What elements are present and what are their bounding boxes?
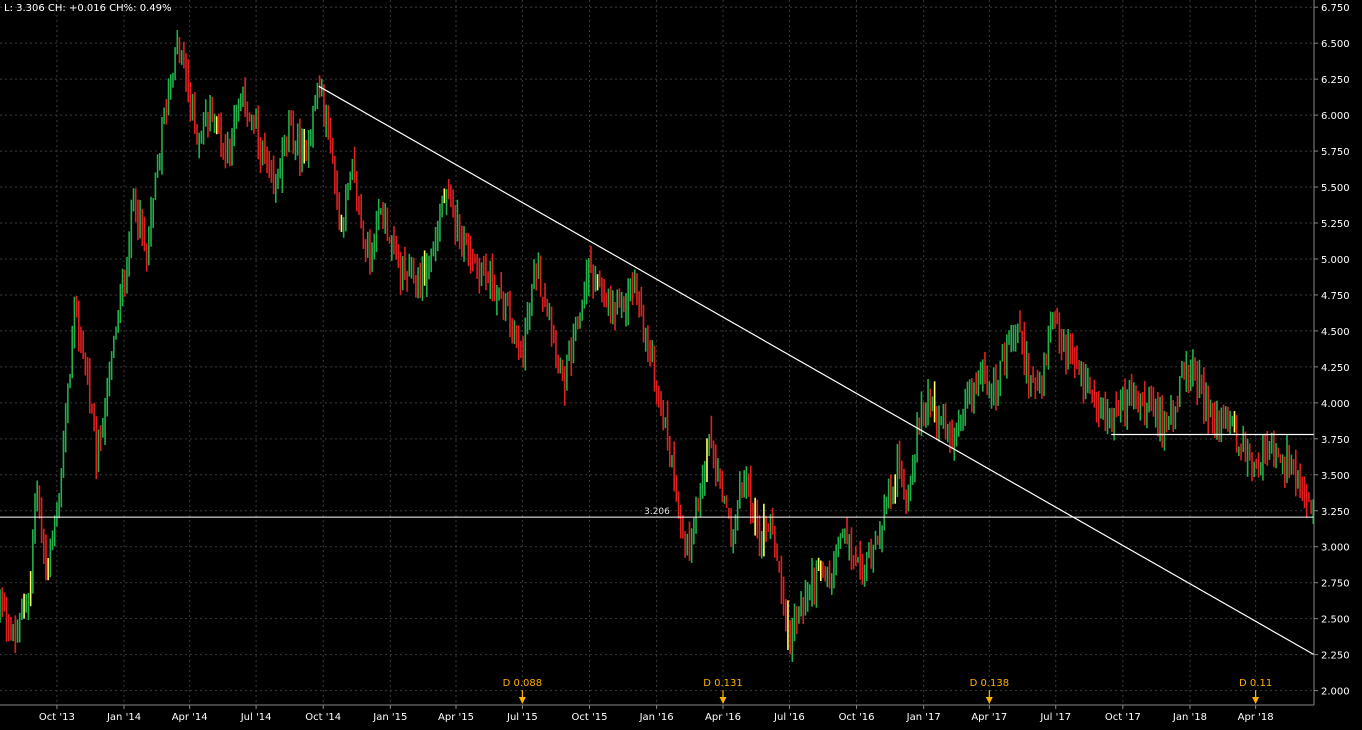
x-tick-label: Apr '16 xyxy=(705,712,741,723)
x-tick-label: Oct '13 xyxy=(39,712,75,723)
dividend-label: D 0.138 xyxy=(970,678,1010,689)
x-tick-label: Jan '17 xyxy=(906,712,941,723)
x-tick-label: Oct '14 xyxy=(305,712,341,723)
x-tick-label: Jan '16 xyxy=(639,712,674,723)
x-tick-label: Jul '14 xyxy=(240,712,272,723)
y-tick-label: 2.000 xyxy=(1321,687,1350,698)
y-tick-label: 4.250 xyxy=(1321,363,1350,374)
dividend-arrow-icon xyxy=(719,697,727,704)
dividend-arrow-icon xyxy=(518,697,526,704)
y-tick-label: 3.750 xyxy=(1321,435,1350,446)
x-tick-label: Jan '15 xyxy=(372,712,407,723)
price-info-readout: L: 3.306 CH: +0.016 CH%: 0.49% xyxy=(4,3,172,14)
y-tick-label: 5.000 xyxy=(1321,255,1350,266)
y-tick-label: 6.750 xyxy=(1321,3,1350,14)
x-tick-label: Jan '18 xyxy=(1172,712,1207,723)
dividend-label: D 0.11 xyxy=(1239,678,1272,689)
y-tick-label: 6.500 xyxy=(1321,39,1350,50)
y-tick-label: 3.250 xyxy=(1321,507,1350,518)
dividend-arrow-icon xyxy=(985,697,993,704)
y-tick-label: 2.250 xyxy=(1321,651,1350,662)
y-tick-label: 5.250 xyxy=(1321,219,1350,230)
y-tick-label: 3.000 xyxy=(1321,543,1350,554)
y-tick-label: 4.750 xyxy=(1321,291,1350,302)
dividend-markers: D 0.088 D 0.131 D 0.138 D 0.11 xyxy=(503,678,1272,704)
support-level-label: 3.206 xyxy=(644,507,670,517)
y-tick-label: 4.500 xyxy=(1321,327,1350,338)
x-tick-label: Jul '17 xyxy=(1039,712,1071,723)
x-tick-label: Jul '16 xyxy=(773,712,805,723)
x-tick-label: Jul '15 xyxy=(506,712,538,723)
x-tick-label: Apr '17 xyxy=(971,712,1007,723)
x-tick-label: Apr '15 xyxy=(438,712,474,723)
y-tick-label: 3.500 xyxy=(1321,471,1350,482)
y-tick-label: 5.750 xyxy=(1321,147,1350,158)
x-tick-label: Apr '18 xyxy=(1238,712,1274,723)
dividend-label: D 0.131 xyxy=(703,678,743,689)
y-tick-label: 4.000 xyxy=(1321,399,1350,410)
overlays: 3.206 xyxy=(0,85,1315,656)
dividend-arrow-icon xyxy=(1252,697,1260,704)
y-tick-label: 6.250 xyxy=(1321,75,1350,86)
trendline xyxy=(318,85,1315,656)
x-tick-label: Oct '17 xyxy=(1105,712,1141,723)
y-tick-label: 5.500 xyxy=(1321,183,1350,194)
y-tick-label: 2.750 xyxy=(1321,579,1350,590)
x-tick-label: Oct '15 xyxy=(572,712,608,723)
x-axis: Oct '13 Jan '14 Apr '14 Jul '14 Oct '14 Jan '… xyxy=(0,704,1314,723)
x-tick-label: Apr '14 xyxy=(172,712,208,723)
y-tick-label: 2.500 xyxy=(1321,615,1350,626)
dividend-label: D 0.088 xyxy=(503,678,543,689)
y-tick-label: 6.000 xyxy=(1321,111,1350,122)
x-tick-label: Oct '16 xyxy=(839,712,875,723)
candlestick-series xyxy=(0,30,1315,662)
x-tick-label: Jan '14 xyxy=(106,712,141,723)
y-axis: 2.000 2.250 2.500 2.750 3.000 3.250 3.500 3.750… xyxy=(1313,0,1350,705)
